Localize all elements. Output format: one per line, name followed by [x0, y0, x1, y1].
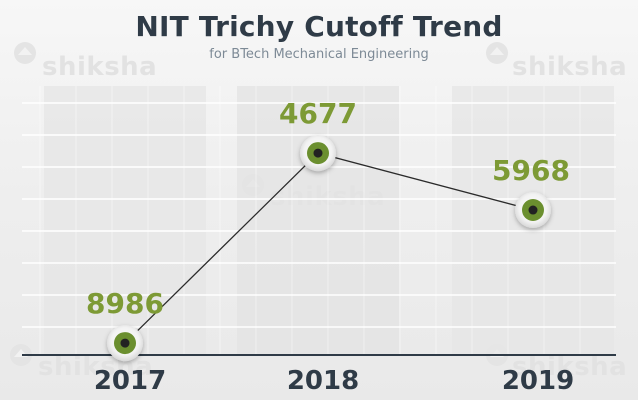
data-label: 5968 — [492, 154, 570, 187]
data-point-center — [120, 338, 130, 348]
data-point — [107, 325, 143, 362]
column-band — [237, 86, 399, 354]
x-tick-label: 2017 — [94, 366, 166, 396]
data-point — [300, 135, 336, 172]
x-tick-labels: 2017 2018 2019 — [94, 366, 574, 396]
watermark-text: shiksha — [512, 52, 628, 82]
watermark-logo-icon — [14, 42, 36, 64]
chart-subtitle: for BTech Mechanical Engineering — [209, 47, 429, 62]
watermark-top-right: shiksha — [512, 52, 627, 82]
column-bands — [44, 86, 614, 354]
watermark-logo-icon — [486, 42, 508, 64]
chart-title: NIT Trichy Cutoff Trend — [135, 10, 503, 43]
watermark-text: shiksha — [42, 52, 158, 82]
x-tick-label: 2018 — [287, 366, 359, 396]
x-tick-label: 2019 — [502, 366, 574, 396]
data-points — [107, 135, 551, 362]
data-point-center — [313, 148, 323, 158]
data-point — [515, 192, 551, 229]
watermark-text: shiksha — [512, 352, 628, 382]
data-label: 8986 — [86, 287, 164, 320]
watermark-bottom-right: shiksha — [512, 352, 627, 382]
data-point-center — [528, 205, 538, 215]
watermark-top-left: shiksha — [42, 52, 157, 82]
column-band — [44, 86, 206, 354]
value-labels: 8986 4677 5968 — [86, 97, 570, 320]
data-label: 4677 — [279, 97, 357, 130]
